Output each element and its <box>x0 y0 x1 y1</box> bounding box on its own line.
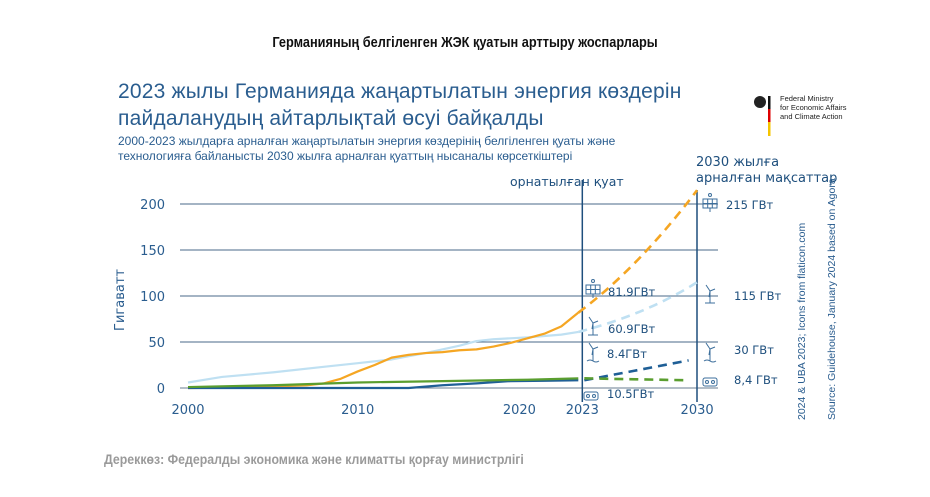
installed-capacity-label: орнатылған қуат <box>510 174 624 189</box>
eagle-icon <box>754 96 771 136</box>
footer-source: Дереккөз: Федералды экономика және клима… <box>104 451 524 467</box>
subtitle-line: 2000-2023 жылдарға арналған жаңартылатын… <box>118 134 616 148</box>
target-line-offshore <box>584 359 689 382</box>
value-label-2023-solar: 81.9ГВт <box>608 285 656 299</box>
x-tick-label: 2030 <box>681 403 714 418</box>
offshore-wind-icon <box>586 342 600 363</box>
value-label-2030-biomass: 8,4 ГВт <box>734 373 778 387</box>
solar-panel-icon <box>585 279 601 298</box>
logo-line: for Economic Affairs <box>780 103 847 112</box>
target-line-biomass <box>584 377 689 382</box>
value-label-2023-onshore: 60.9ГВт <box>608 322 656 336</box>
series-line-biomass <box>187 377 579 389</box>
value-label-2030-solar: 215 ГВт <box>726 198 774 212</box>
offshore-wind-icon <box>703 342 717 363</box>
y-tick-label: 0 <box>157 382 165 397</box>
solar-panel-icon <box>702 193 718 212</box>
value-label-2023-offshore: 8.4ГВт <box>607 347 647 361</box>
logo-line: and Climate Action <box>780 112 843 121</box>
subtitle-line: технологияға байланысты 2030 жылға арнал… <box>118 149 573 163</box>
biomass-icon <box>702 377 718 387</box>
source-line: 2024 & UBA 2023; Icons from flaticon.com <box>796 222 808 420</box>
logo-text: Federal Ministry for Economic Affairs an… <box>780 94 847 121</box>
ministry-logo: Federal Ministry for Economic Affairs an… <box>752 94 847 138</box>
y-tick-label: 200 <box>140 198 165 213</box>
x-tick-label: 2023 <box>566 403 599 418</box>
value-label-2023-biomass: 10.5ГВт <box>607 387 655 401</box>
onshore-wind-icon <box>588 316 599 336</box>
biomass-icon <box>583 391 599 401</box>
value-label-2030-onshore: 115 ГВт <box>734 289 782 303</box>
value-label-2030-offshore: 30 ГВт <box>734 343 774 357</box>
targets-label: арналған мақсаттар <box>696 171 837 186</box>
source-line: Source: Guidehouse, January 2024 based o… <box>826 178 838 420</box>
y-tick-label: 100 <box>140 290 165 305</box>
chart-title: 2023 жылы Германияда жаңартылатын энерги… <box>118 80 682 130</box>
x-tick-label: 2020 <box>503 403 536 418</box>
logo-line: Federal Ministry <box>780 94 834 103</box>
onshore-wind-icon <box>705 284 716 304</box>
targets-label: 2030 жылға <box>696 155 779 170</box>
x-tick-label: 2010 <box>341 403 374 418</box>
y-tick-label: 50 <box>148 336 165 351</box>
page-title: Германияның белгіленген ЖЭК қуатын артты… <box>272 34 658 51</box>
series-line-solar <box>187 311 580 390</box>
series-line-offshore <box>188 379 579 390</box>
y-tick-label: 150 <box>140 244 165 259</box>
y-axis-label: Гигаватт <box>113 269 128 331</box>
x-tick-label: 2000 <box>171 403 204 418</box>
chart-subtitle: 2000-2023 жылдарға арналған жаңартылатын… <box>118 134 615 164</box>
target-line-solar <box>577 189 699 314</box>
